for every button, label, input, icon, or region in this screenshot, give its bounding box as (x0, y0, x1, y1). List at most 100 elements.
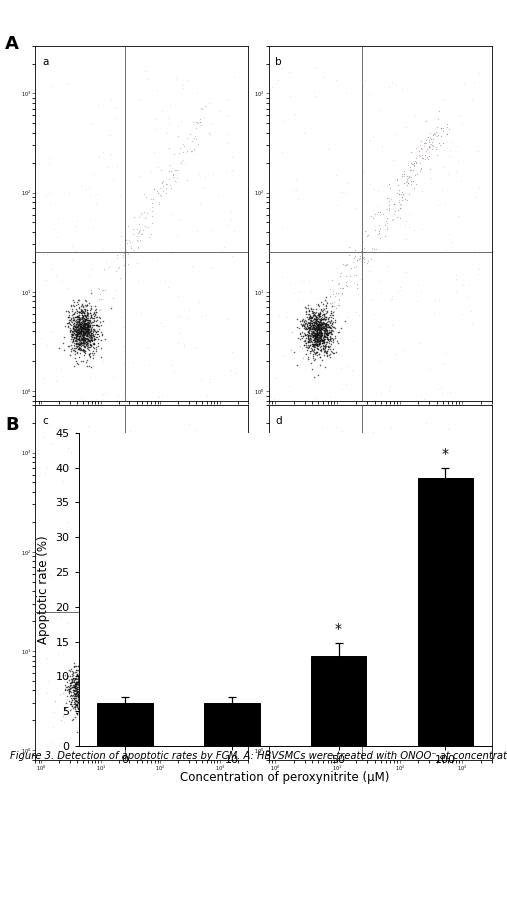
Point (74, 685, 82, 700)
Point (309, 320, 317, 334)
Point (83, 334, 91, 349)
Point (318, 321, 327, 335)
Point (78, 684, 86, 699)
Point (88, 333, 96, 348)
Point (313, 664, 321, 679)
Point (318, 341, 327, 356)
Point (353, 620, 361, 635)
Point (314, 306, 322, 321)
Point (370, 600, 378, 614)
Point (155, 552, 163, 566)
Point (316, 681, 324, 695)
Point (74, 701, 82, 716)
Point (83, 691, 91, 705)
Point (97, 676, 105, 691)
Point (67, 693, 76, 707)
Point (402, 525, 410, 540)
Point (81, 694, 89, 708)
Point (304, 470, 312, 484)
Point (338, 623, 346, 637)
Point (315, 321, 323, 335)
Point (320, 670, 329, 684)
Point (87, 314, 95, 329)
Point (93, 324, 101, 339)
Point (65, 333, 74, 348)
Point (303, 343, 311, 357)
Point (170, 147, 178, 162)
Point (86, 318, 94, 332)
Point (144, 546, 153, 561)
Point (404, 530, 412, 545)
Point (165, 116, 173, 131)
Point (346, 617, 354, 632)
Point (321, 673, 329, 688)
Point (214, 189, 222, 204)
Point (457, 523, 465, 538)
Point (321, 307, 330, 321)
Point (193, 660, 201, 675)
Point (265, 308, 273, 322)
Point (393, 540, 402, 554)
Point (318, 337, 327, 352)
Point (175, 507, 184, 522)
Point (332, 675, 340, 690)
Point (277, 735, 285, 750)
Point (385, 540, 393, 554)
Point (318, 668, 327, 682)
Point (334, 646, 342, 660)
Point (156, 546, 164, 561)
Point (365, 587, 373, 601)
Point (313, 332, 321, 346)
Point (316, 315, 324, 330)
Point (394, 551, 403, 565)
Point (166, 514, 174, 529)
Point (83, 322, 91, 337)
Point (437, 129, 445, 144)
Point (80, 332, 88, 346)
Point (302, 689, 310, 704)
Point (315, 322, 323, 337)
Point (291, 107, 299, 122)
Point (71, 700, 80, 715)
Point (322, 335, 331, 350)
Point (70, 318, 79, 332)
Point (302, 347, 310, 362)
Point (321, 684, 329, 699)
Point (164, 523, 172, 538)
Point (93, 683, 101, 698)
Point (68, 321, 77, 336)
Point (394, 549, 403, 564)
Point (411, 535, 419, 550)
Point (89, 324, 97, 339)
Point (313, 688, 321, 703)
Point (301, 669, 309, 683)
Point (76, 316, 84, 331)
Point (391, 557, 399, 572)
Point (324, 311, 333, 326)
Point (476, 470, 484, 484)
Point (72, 317, 80, 332)
Point (305, 328, 313, 343)
Point (182, 507, 190, 521)
Point (71, 700, 79, 715)
Point (98, 145, 106, 159)
Point (309, 650, 317, 665)
Point (169, 167, 177, 181)
Point (75, 314, 83, 329)
Point (317, 332, 325, 347)
Point (340, 636, 348, 651)
Point (304, 656, 312, 670)
Point (299, 682, 307, 696)
Point (158, 524, 166, 539)
Point (309, 323, 317, 338)
Point (81, 304, 89, 319)
Point (372, 684, 380, 699)
Point (318, 703, 327, 717)
Point (75, 332, 83, 347)
Point (86, 313, 94, 328)
Point (315, 665, 323, 680)
Point (77, 391, 85, 405)
Point (411, 512, 419, 527)
Point (75, 309, 83, 324)
Point (331, 707, 339, 722)
